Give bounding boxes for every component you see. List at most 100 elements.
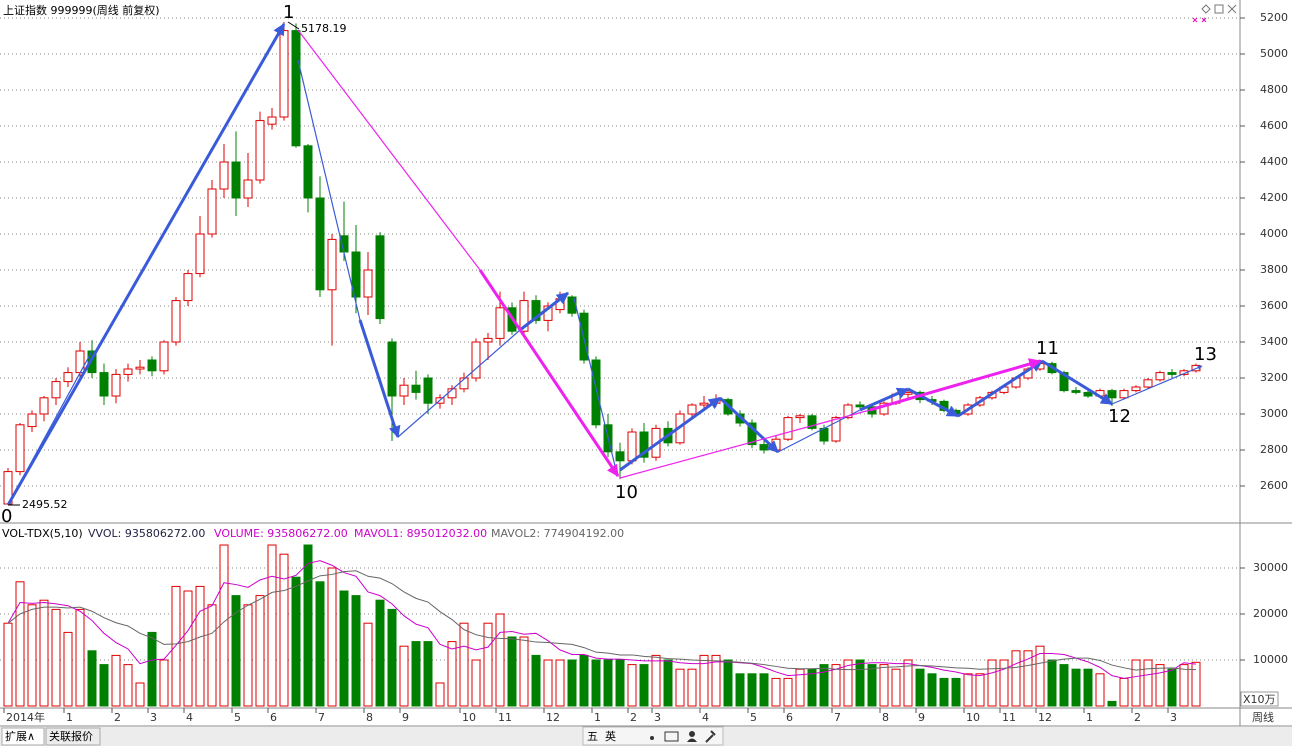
volume-bar (1143, 659, 1153, 707)
volume-bar (1095, 673, 1105, 707)
volume-bar (207, 604, 217, 707)
x-tick-label: 2 (630, 711, 637, 724)
x-tick-label: 8 (882, 711, 889, 724)
volume-bar (1011, 650, 1021, 707)
icon[interactable] (1227, 4, 1237, 14)
candle-body (639, 431, 649, 458)
tab-label[interactable]: 关联报价 (49, 729, 93, 743)
volume-bar (855, 659, 865, 707)
x-tick-label: 12 (546, 711, 560, 724)
volume-bar (39, 599, 49, 707)
volume-bar (99, 664, 109, 707)
volume-bar (627, 664, 637, 707)
y-tick-label: 5200 (1260, 11, 1288, 24)
candle-body (231, 161, 241, 199)
wave-annotations (6, 22, 1203, 506)
y-tick-label: 4200 (1260, 191, 1288, 204)
volume-bar (363, 622, 373, 707)
y-tick-label: 2600 (1260, 479, 1288, 492)
y-tick-label: 3800 (1260, 263, 1288, 276)
volume-bar (291, 576, 301, 707)
volume-bar (315, 581, 325, 707)
candle-body (279, 30, 289, 118)
volume-bar (423, 641, 433, 707)
volume-bar (975, 673, 985, 707)
volume-bar (279, 553, 289, 707)
volume-bar (807, 668, 817, 707)
tab[interactable] (45, 727, 101, 746)
x-tick-label: 5 (750, 711, 757, 724)
tab[interactable] (1, 727, 45, 746)
y-tick-label: 3000 (1260, 407, 1288, 420)
candle-body (831, 417, 841, 442)
wave-line (619, 409, 871, 479)
x-tick-label: 10 (462, 711, 476, 724)
volume-bar (1083, 668, 1093, 707)
ime-button[interactable]: 英 (605, 729, 616, 743)
wave-line (478, 269, 620, 477)
volume-bar (783, 677, 793, 707)
volume-bar (1107, 700, 1117, 707)
volume-bar (843, 659, 853, 707)
volume-bar (591, 659, 601, 707)
candle-body (351, 251, 361, 298)
indicator-name: VOL-TDX(5,10) (2, 527, 83, 540)
y-tick-label: 3200 (1260, 371, 1288, 384)
candle-body (627, 431, 637, 462)
candle-body (135, 366, 145, 370)
wave-line (869, 358, 1042, 412)
y-tick-label: 2800 (1260, 443, 1288, 456)
volume-bar (891, 668, 901, 707)
candle-body (687, 404, 697, 415)
volume-bar (1179, 664, 1189, 707)
tab-label[interactable]: 扩展∧ (5, 729, 35, 743)
candle-body (99, 372, 109, 397)
x-tick-label: 4 (186, 711, 193, 724)
volume-bar (915, 668, 925, 707)
y-tick-label: 4400 (1260, 155, 1288, 168)
x-tick-label: 7 (834, 711, 841, 724)
candle-body (471, 341, 481, 379)
x-tick-label: 1 (1086, 711, 1093, 724)
candle-body (531, 300, 541, 321)
volume-bar (411, 641, 421, 707)
candle-body (399, 384, 409, 397)
volume-bar (711, 654, 721, 707)
candle-body (39, 397, 49, 415)
candle-body (1071, 390, 1081, 393)
ime-icon[interactable] (687, 738, 697, 743)
volume-bar (267, 544, 277, 707)
volume-bar (651, 654, 661, 707)
volume-bar (579, 654, 589, 707)
icon[interactable] (1201, 4, 1211, 14)
volume-bar (615, 659, 625, 707)
x-tick-label: 11 (1002, 711, 1016, 724)
candle-body (327, 238, 337, 291)
ime-button[interactable]: 五 (587, 730, 598, 743)
volume-bar (567, 659, 577, 707)
x-tick-label: 10 (966, 711, 980, 724)
ime-icon[interactable] (705, 730, 716, 743)
volume-bar (867, 664, 877, 707)
candle-body (15, 424, 25, 473)
volume-bar (435, 682, 445, 707)
volume-bar (375, 599, 385, 707)
ime-icon[interactable] (650, 736, 654, 740)
volume-bar (987, 659, 997, 707)
x-tick-label: 3 (150, 711, 157, 724)
volume-bar (159, 659, 169, 707)
icon[interactable] (1214, 4, 1224, 14)
volume-bar (327, 567, 337, 707)
volume-bar (939, 677, 949, 707)
volume-bar (303, 544, 313, 707)
wave-line (1041, 359, 1114, 406)
candle-body (1131, 386, 1141, 392)
ime-icon[interactable] (689, 731, 695, 737)
ime-icon[interactable] (664, 731, 679, 742)
high-label: 5178.19 (301, 22, 347, 35)
candle-body (339, 235, 349, 253)
candle-body (243, 179, 253, 199)
wave-line (397, 329, 521, 438)
volume-bar (339, 590, 349, 707)
